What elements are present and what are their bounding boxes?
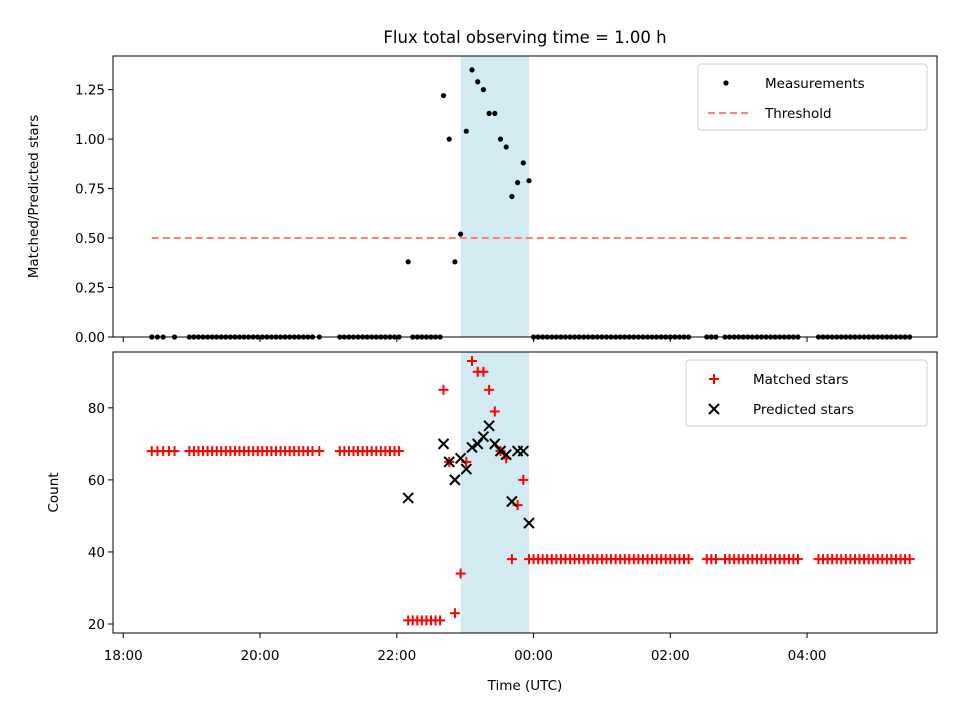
y-tick-label: 0.00: [75, 330, 105, 346]
top-y-axis-label: Matched/Predicted stars: [26, 115, 42, 278]
top-highlight-span: [460, 56, 529, 337]
y-tick-label: 40: [88, 545, 105, 561]
predicted-star-point: [443, 456, 455, 468]
measurement-point: [486, 110, 492, 116]
top-panel: 0.00 0.25 0.50 0.75 1.00 1.25 Flux total obse…: [26, 28, 938, 346]
top-y-ticks: 0.00 0.25 0.50 0.75 1.00 1.25: [75, 83, 113, 346]
x-tick-label: 22:00: [377, 648, 416, 664]
top-legend: Measurements Threshold: [697, 63, 928, 131]
x-tick-label: 20:00: [241, 648, 280, 664]
predicted-star-point: [494, 445, 507, 457]
legend-marker-icon: [723, 80, 729, 86]
bottom-y-ticks: 20 40 60 80: [88, 401, 113, 633]
matched-star-point: [506, 554, 517, 565]
predicted-star-point: [523, 517, 535, 529]
measurement-point: [405, 259, 411, 265]
predicted-star-point: [500, 448, 512, 461]
measurement-point: [440, 92, 447, 99]
bottom-highlight-span: [460, 352, 529, 633]
measurement-point: [503, 144, 509, 150]
legend-label: Matched stars: [753, 372, 849, 388]
x-tick-label: 04:00: [788, 648, 827, 664]
predicted-star-point: [466, 441, 478, 454]
highlight-span-rect: [460, 352, 529, 633]
measurement-point: [458, 231, 464, 237]
measurement-point: [475, 79, 481, 85]
y-tick-label: 20: [88, 617, 105, 633]
measurement-point: [463, 128, 469, 134]
matched-star-point: [169, 446, 180, 457]
predicted-star-point: [477, 430, 490, 443]
legend-marker-icon: [709, 374, 719, 384]
top-axes-frame: [112, 55, 938, 338]
measurement-point: [446, 136, 452, 142]
matched-star-point: [489, 406, 500, 417]
matched-star-point: [467, 356, 478, 367]
predicted-star-point: [489, 438, 501, 450]
predicted-star-point: [471, 438, 484, 450]
bottom-legend: Matched stars Predicted stars: [685, 359, 928, 427]
legend-marker-icon: [708, 403, 720, 415]
legend-label: Predicted stars: [753, 402, 854, 418]
bottom-axes-frame: [112, 351, 938, 634]
matched-star-point: [710, 554, 721, 565]
matched-star-point: [904, 554, 915, 565]
matched-star-point: [438, 384, 449, 395]
measurement-point: [509, 193, 515, 200]
matched-star-point: [455, 568, 466, 579]
bottom-y-axis-label: Count: [46, 472, 62, 512]
predicted-star-point: [449, 474, 461, 486]
x-axis-label: Time (UTC): [487, 678, 563, 694]
matched-star-point: [478, 366, 489, 377]
predicted-star-point: [437, 438, 450, 450]
measurement-point: [492, 110, 498, 116]
predicted-star-point: [460, 463, 473, 475]
predicted-star-point: [454, 452, 467, 464]
y-tick-label: 60: [88, 473, 105, 489]
matched-star-point: [435, 615, 446, 626]
predicted-star-point: [506, 495, 518, 508]
y-tick-label: 1.25: [75, 83, 105, 99]
bottom-series-group: [146, 356, 915, 626]
measurement-point: [497, 136, 504, 142]
y-tick-label: 0.75: [75, 182, 105, 198]
matched-star-point: [518, 474, 529, 485]
measurement-point: [520, 160, 526, 166]
x-tick-label: 00:00: [514, 648, 553, 664]
matched-star-point: [484, 384, 495, 395]
predicted-star-point: [517, 445, 529, 457]
chart-title: Flux total observing time = 1.00 h: [383, 28, 666, 47]
x-tick-label: 18:00: [104, 648, 143, 664]
y-tick-label: 1.00: [75, 132, 105, 148]
matched-star-point: [683, 554, 694, 565]
top-x-ticks: [122, 337, 808, 342]
predicted-star-point: [483, 420, 495, 432]
measurement-point: [469, 67, 475, 73]
measurement-point: [452, 259, 458, 265]
highlight-span-rect: [460, 56, 529, 337]
legend-label: Measurements: [765, 76, 865, 92]
measurement-point: [526, 178, 532, 184]
y-tick-label: 0.50: [75, 231, 105, 247]
y-tick-label: 0.25: [75, 281, 105, 297]
bottom-x-ticks: 18:00 20:00 22:00 00:00 02:00 04:00: [104, 633, 827, 664]
matched-star-point: [449, 608, 460, 619]
x-tick-label: 02:00: [651, 648, 690, 664]
legend-label: Threshold: [764, 106, 832, 122]
y-tick-label: 80: [88, 401, 105, 417]
legend-box: [685, 359, 928, 427]
matched-star-point: [314, 446, 325, 457]
matched-star-point: [792, 554, 803, 565]
matched-star-point: [394, 446, 405, 457]
legend-box: [697, 63, 928, 131]
measurement-point: [480, 87, 487, 93]
measurement-point: [514, 180, 521, 186]
predicted-star-point: [402, 492, 414, 504]
